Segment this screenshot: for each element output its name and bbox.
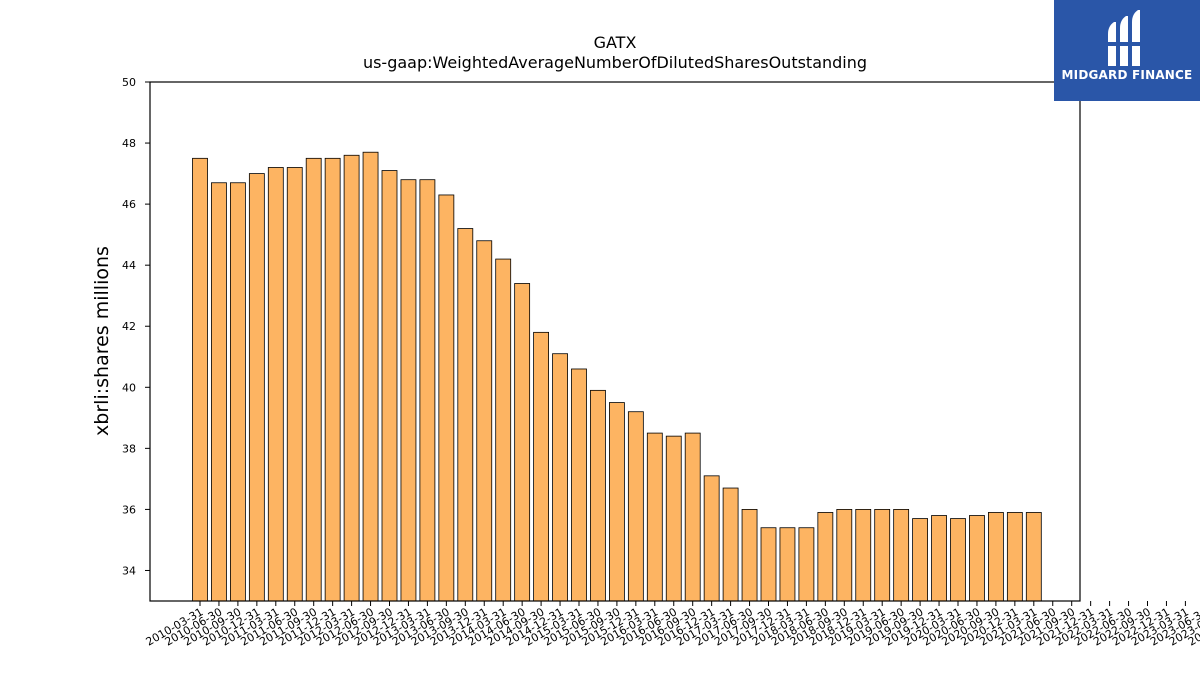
y-tick-label: 38	[122, 442, 136, 455]
y-tick-label: 46	[122, 198, 136, 211]
y-tick-label: 48	[122, 137, 136, 150]
bar-2019-03-31	[874, 509, 891, 602]
bar-2018-03-31	[798, 527, 815, 602]
bar-2016-06-30	[665, 435, 682, 602]
bar-2016-09-30	[684, 432, 701, 602]
bar-2014-09-30	[533, 331, 549, 602]
bar-2010-09-30	[229, 182, 246, 602]
bar-2013-06-30	[438, 194, 455, 602]
bar-2020-12-31	[1006, 512, 1023, 602]
bar-2015-12-31	[627, 411, 644, 602]
bar-2017-09-30	[760, 527, 777, 602]
x-axis: 2010-03-312010-06-302010-09-302010-12-31…	[144, 601, 1200, 649]
bar-2013-09-30	[457, 228, 474, 602]
bar-2018-12-31	[855, 509, 872, 602]
chart-title: GATX	[594, 33, 637, 52]
bar-2011-03-31	[267, 167, 284, 602]
bar-2011-12-31	[324, 157, 341, 602]
bar-2011-06-30	[286, 167, 303, 602]
bar-2019-12-31	[931, 515, 947, 602]
bar-2010-12-31	[248, 173, 265, 602]
bar-2017-03-31	[722, 487, 739, 602]
plot-frame	[149, 81, 1081, 602]
bar-2012-06-30	[362, 151, 379, 602]
bar-2014-12-31	[552, 353, 568, 602]
bar-2010-06-30	[211, 182, 227, 602]
bar-2017-12-31	[779, 527, 796, 602]
bar-2018-06-30	[817, 512, 834, 602]
brand-logo: MIDGARD FINANCE	[1054, 0, 1200, 101]
bar-2014-03-31	[495, 258, 512, 602]
bar-2018-09-30	[836, 509, 853, 602]
brand-name: MIDGARD FINANCE	[1061, 68, 1193, 82]
bar-2011-09-30	[305, 157, 322, 602]
bar-2017-06-30	[741, 509, 758, 602]
bar-2015-03-31	[571, 368, 587, 602]
chart-subtitle: us-gaap:WeightedAverageNumberOfDilutedSh…	[363, 53, 867, 72]
bar-2021-03-31	[1025, 512, 1042, 602]
y-tick-label: 44	[122, 259, 136, 272]
bar-2012-12-31	[400, 179, 417, 602]
y-axis: 34 36 38 40 42 44 46 48 50	[122, 76, 150, 577]
bar-2020-06-30	[969, 515, 985, 602]
y-tick-label: 42	[122, 320, 136, 333]
bar-2016-03-31	[646, 432, 663, 602]
bar-2013-12-31	[476, 240, 493, 602]
y-tick-label: 36	[122, 503, 136, 516]
bar-2010-03-31	[192, 157, 208, 602]
bar-2014-06-30	[514, 283, 531, 602]
bar-2015-09-30	[609, 402, 625, 602]
y-tick-label: 40	[122, 381, 136, 394]
bar-2012-03-31	[343, 154, 360, 602]
bar-2019-09-30	[912, 518, 928, 602]
bar-2013-03-31	[419, 179, 436, 602]
midgard-logo-icon	[1106, 10, 1144, 66]
bar-2015-06-30	[590, 389, 606, 602]
bars-group	[192, 151, 1042, 602]
y-tick-label: 34	[122, 564, 136, 577]
bar-2020-09-30	[988, 512, 1004, 602]
bar-2019-06-30	[893, 509, 910, 602]
bar-2012-09-30	[381, 170, 398, 602]
y-axis-label: xbrli:shares millions	[91, 246, 113, 436]
bar-2020-03-31	[950, 518, 966, 602]
bar-2016-12-31	[703, 475, 720, 602]
y-tick-label: 50	[122, 76, 136, 89]
